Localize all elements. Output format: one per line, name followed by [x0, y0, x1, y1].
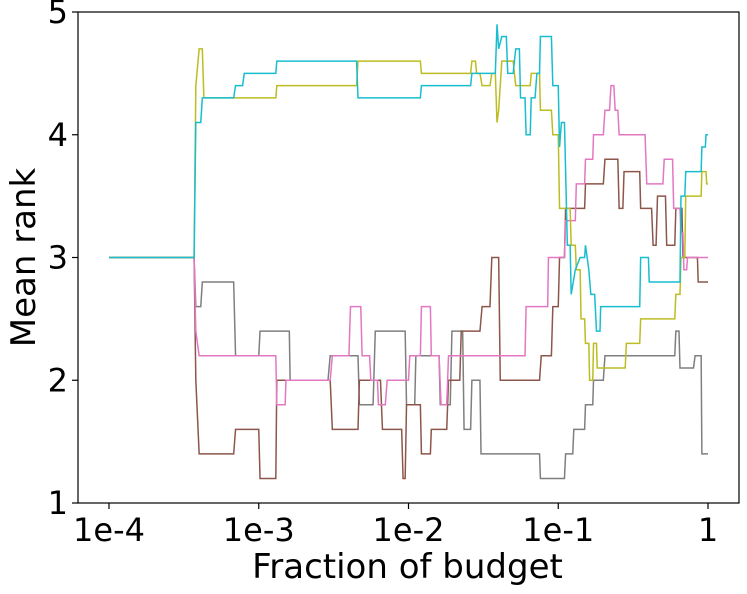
- x-tick-label: 1: [698, 511, 718, 549]
- y-tick-label: 3: [48, 239, 68, 277]
- y-tick-label: 1: [48, 484, 68, 522]
- x-tick-label: 1e-3: [223, 511, 295, 549]
- y-tick-label: 5: [48, 0, 68, 31]
- y-axis-label: Mean rank: [4, 167, 44, 347]
- x-tick-label: 1e-4: [73, 511, 145, 549]
- series-line-olive: [109, 48, 708, 381]
- series-line-brown: [109, 158, 708, 480]
- y-tick-label: 2: [48, 361, 68, 399]
- y-tick-label: 4: [48, 116, 68, 154]
- x-tick-label: 1e-2: [373, 511, 445, 549]
- x-tick-label: 1e-1: [522, 511, 594, 549]
- series-layer: [109, 24, 708, 480]
- y-axis-ticks: 1 2 3 4 5: [48, 0, 78, 522]
- x-axis-label: Fraction of budget: [252, 547, 563, 587]
- series-line-gray: [109, 256, 708, 480]
- x-axis-ticks: 1e-4 1e-3 1e-2 1e-1 1: [73, 503, 718, 549]
- series-line-cyan: [109, 24, 708, 332]
- series-line-pink: [109, 84, 708, 406]
